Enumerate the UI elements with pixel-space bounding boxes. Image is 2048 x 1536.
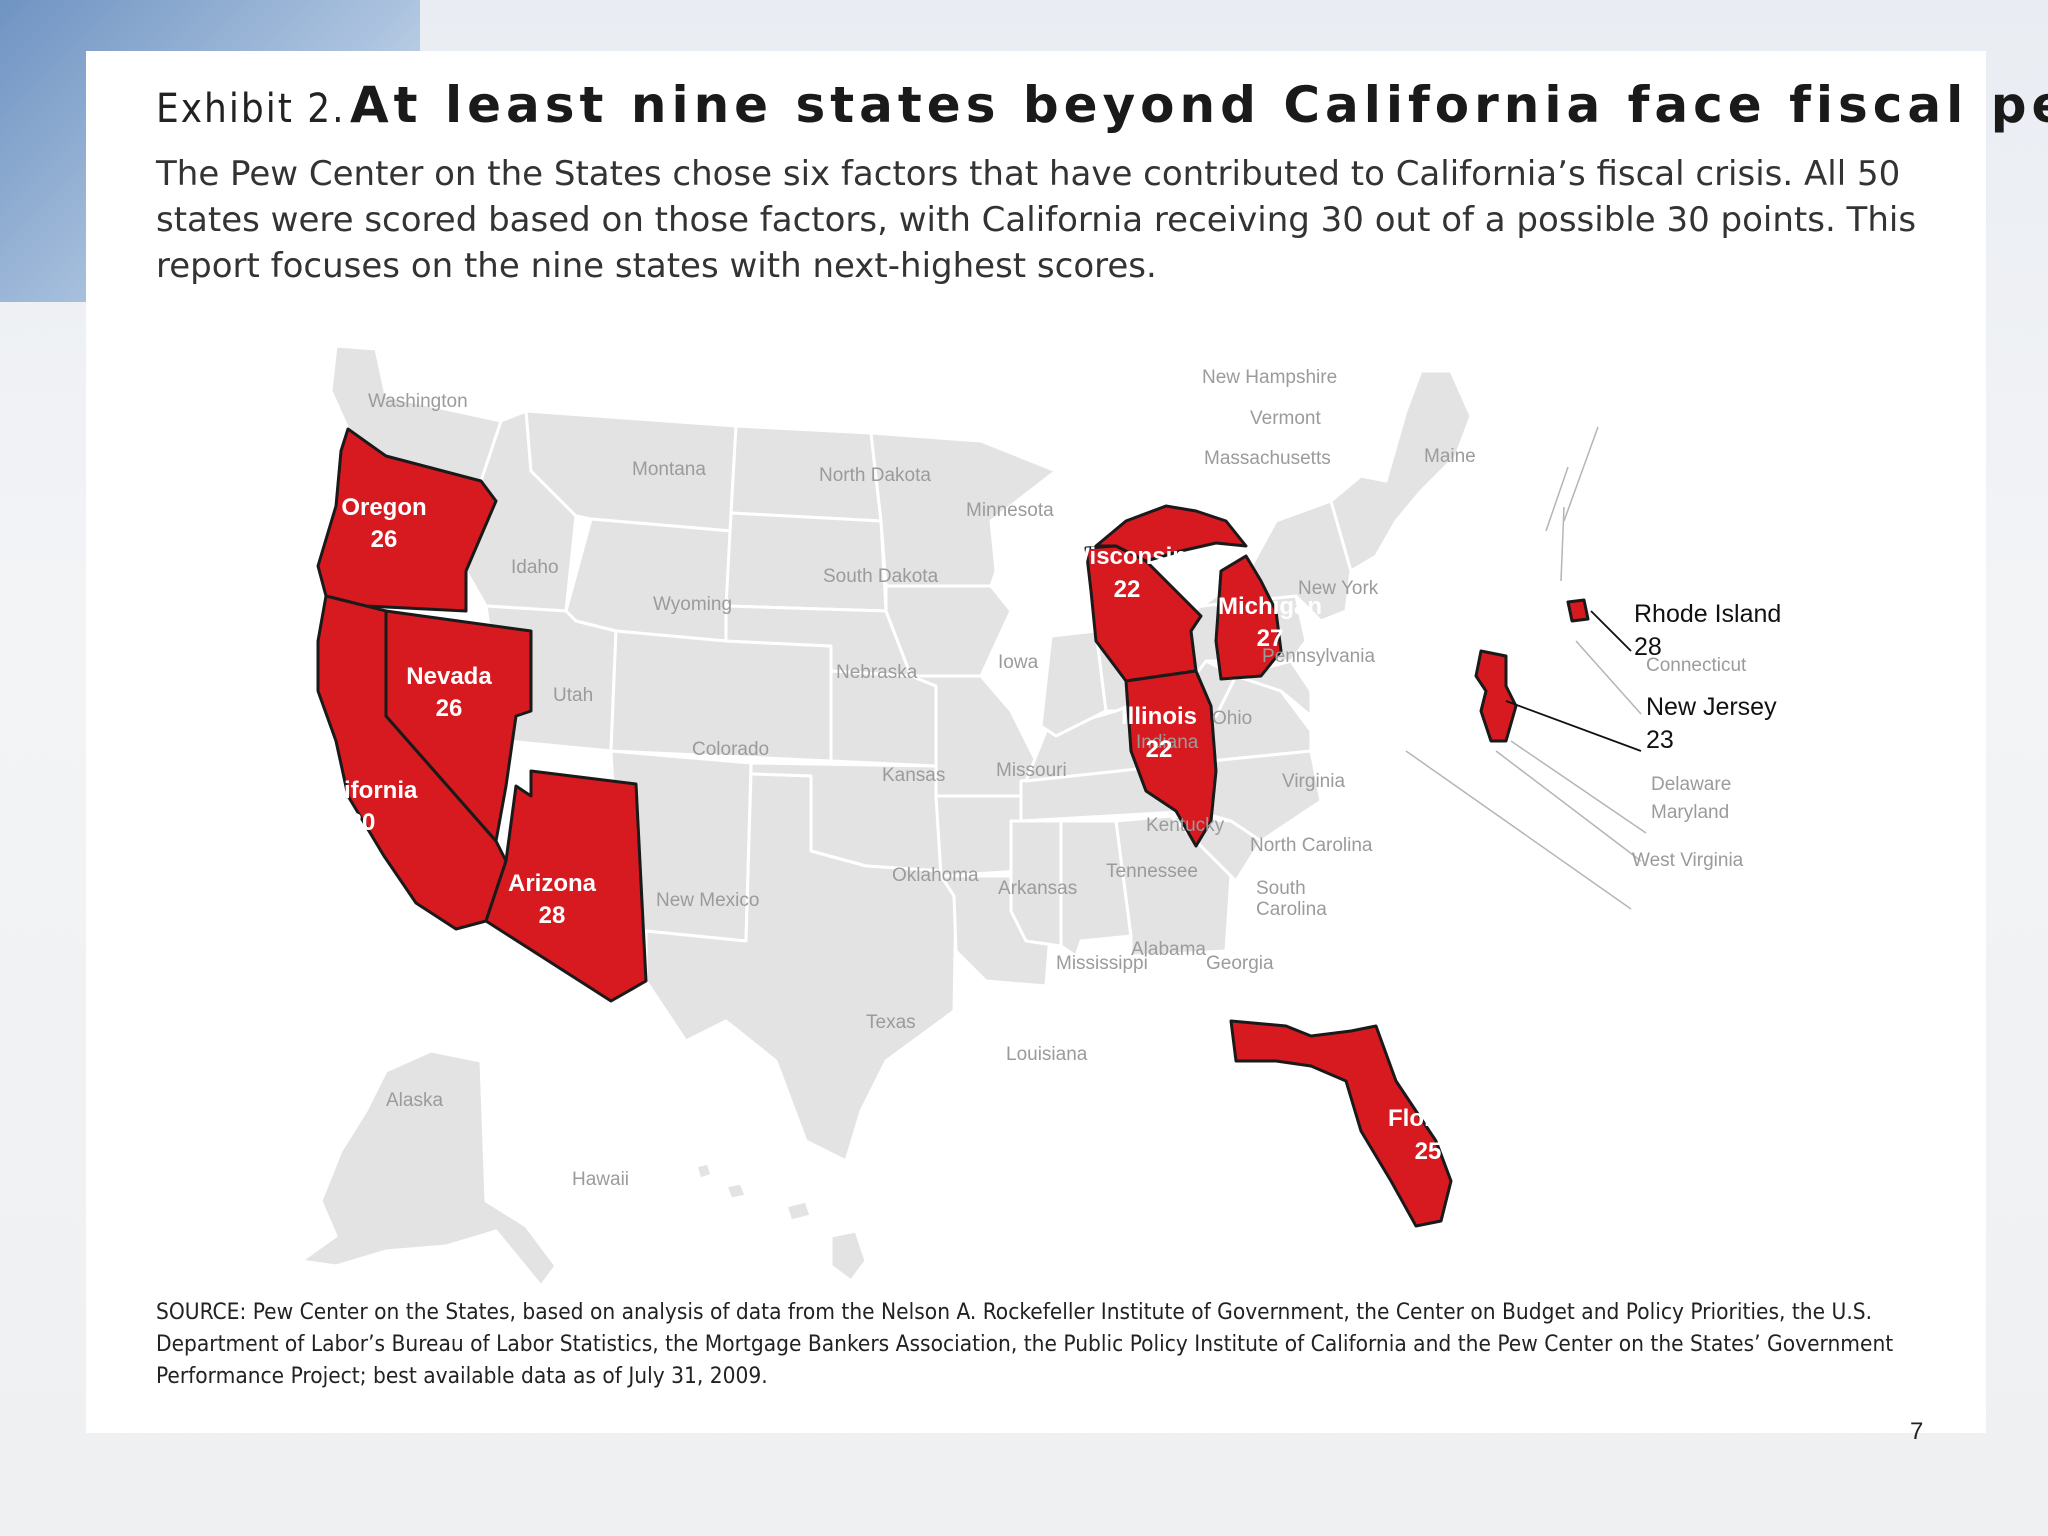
state-mississippi [1009,819,1063,948]
label-michigan-score: 27 [1257,625,1284,652]
label-utah: Utah [553,685,593,706]
state-labels: Washington Idaho Montana Wyoming Utah Co… [368,391,1476,1190]
state-new-england [1329,369,1473,573]
exhibit-card: Exhibit 2. At least nine states beyond C… [86,51,2048,1433]
label-mississippi: Mississippi [1056,953,1148,974]
label-ohio: Ohio [1212,708,1252,729]
label-north-dakota: North Dakota [819,465,931,486]
state-indiana [1039,629,1108,738]
label-wyoming: Wyoming [653,594,732,615]
label-rhode-island-name: Rhode Island [1634,600,1781,628]
state-wyoming [564,517,733,643]
state-arizona-highlight [484,769,648,1003]
headline: At least nine states beyond California f… [349,76,2048,134]
label-california-score: 30 [349,809,376,836]
state-illinois-highlight [1124,669,1218,848]
label-oregon-name: Oregon [341,494,426,521]
label-alabama: Alabama [1131,939,1206,960]
callout-connecticut: Connecticut [1646,655,1747,676]
label-tennessee: Tennessee [1106,861,1198,882]
label-arizona-name: Arizona [508,870,597,897]
us-map-svg: Washington Idaho Montana Wyoming Utah Co… [299,344,1781,1288]
state-alaska [299,1049,558,1288]
state-florida-highlight [1229,1019,1453,1228]
label-missouri: Missouri [996,760,1067,781]
label-virginia: Virginia [1282,771,1345,792]
label-michigan-name: Michigan [1218,593,1322,620]
outside-highlight-labels: Rhode Island 28 New Jersey 23 [1634,600,1781,754]
state-michigan-lower-highlight [1214,554,1283,681]
label-washington: Washington [368,391,468,412]
callout-west-virginia: West Virginia [1632,850,1744,871]
callout-new-hampshire: New Hampshire [1202,367,1337,388]
label-florida-name: Florida [1388,1105,1469,1132]
us-map: Washington Idaho Montana Wyoming Utah Co… [86,51,1986,1433]
label-montana: Montana [632,459,706,480]
label-louisiana: Louisiana [1006,1044,1088,1065]
label-alaska: Alaska [386,1090,443,1111]
state-hawaii-4 [829,1229,868,1283]
state-rhode-island-highlight [1566,598,1590,623]
state-hawaii-2 [724,1181,748,1201]
label-illinois-name: Illinois [1121,703,1197,730]
source-note: SOURCE: Pew Center on the States, based … [156,1299,1894,1389]
callout-maryland: Maryland [1651,802,1729,823]
exhibit-label: Exhibit 2. [156,86,346,132]
callout-delaware: Delaware [1651,774,1731,795]
label-idaho: Idaho [511,557,559,578]
state-michigan-upper-highlight [1094,504,1248,563]
state-new-jersey-highlight [1474,649,1518,743]
label-south-carolina-line1: South [1256,878,1306,899]
label-south-carolina-line2: Carolina [1256,899,1327,920]
callout-vermont: Vermont [1250,408,1321,429]
label-oklahoma: Oklahoma [892,865,979,886]
label-rhode-island-score: 28 [1634,633,1662,661]
subtitle: The Pew Center on the States chose six f… [156,154,1917,286]
label-new-jersey-score: 23 [1646,726,1674,754]
label-nevada-score: 26 [436,695,463,722]
label-texas: Texas [866,1012,916,1033]
callout-labels: New Hampshire Vermont Massachusetts Conn… [1202,367,1747,871]
label-kansas: Kansas [882,765,945,786]
label-new-mexico: New Mexico [656,890,759,911]
state-hawaii-3 [784,1199,813,1223]
label-nevada-name: Nevada [406,663,492,690]
state-hawaii-1 [694,1161,714,1181]
state-kansas [829,669,938,768]
label-north-carolina: North Carolina [1250,835,1373,856]
label-south-dakota: South Dakota [823,566,939,587]
label-indiana: Indiana [1136,732,1199,753]
label-florida-score: 25 [1415,1138,1442,1165]
highlight-labels: Oregon 26 California 30 Nevada 26 Arizon… [307,494,1469,1165]
label-illinois-score: 22 [1146,736,1173,763]
state-south-dakota [724,511,888,613]
label-pennsylvania: Pennsylvania [1262,646,1375,667]
highlighted-states [316,427,1590,1228]
label-wisconsin-score: 22 [1114,576,1141,603]
label-new-jersey-name: New Jersey [1646,693,1777,721]
label-arizona-score: 28 [539,902,566,929]
label-california-name: California [307,777,418,804]
label-kentucky: Kentucky [1146,815,1225,836]
label-wisconsin-name: Wisconsin [1067,543,1187,570]
label-hawaii: Hawaii [572,1169,629,1190]
label-colorado: Colorado [692,739,769,760]
state-minnesota [869,431,1058,588]
page-number: 7 [1910,1418,1924,1445]
label-arkansas: Arkansas [998,878,1077,899]
state-oregon-highlight [316,427,498,613]
state-florida-gray-base [1224,949,1238,958]
label-maine: Maine [1424,446,1476,467]
label-iowa: Iowa [998,652,1039,673]
callout-leader-lines [1405,426,1647,910]
label-georgia: Georgia [1206,953,1274,974]
label-nebraska: Nebraska [836,662,918,683]
label-new-york: New York [1298,578,1379,599]
label-minnesota: Minnesota [966,500,1054,521]
state-nevada-highlight [384,609,533,843]
label-oregon-score: 26 [371,526,398,553]
exhibit-title: Exhibit 2. At least nine states beyond C… [156,76,2048,134]
callout-massachusetts: Massachusetts [1204,448,1331,469]
